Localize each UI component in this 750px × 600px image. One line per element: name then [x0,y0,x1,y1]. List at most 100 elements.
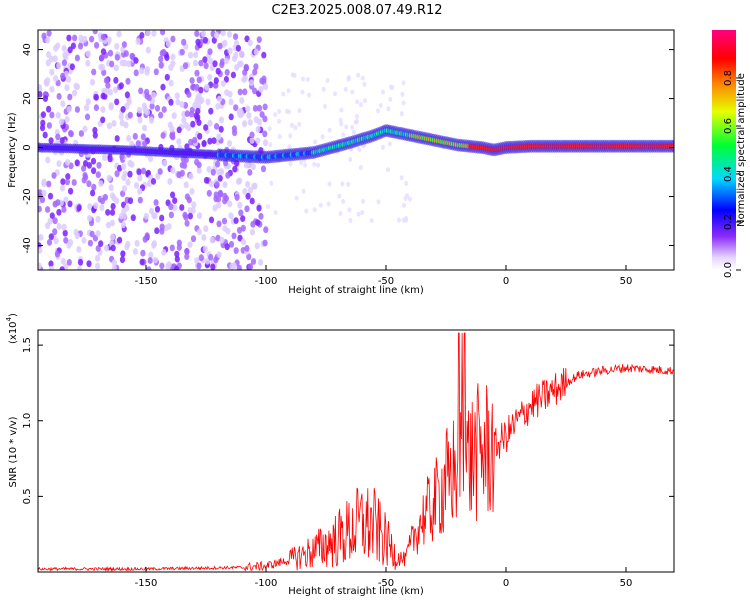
noise-point [48,260,54,268]
noise-point [203,124,209,131]
spectrogram-x-label: Height of straight line (km) [288,285,424,296]
noise-point [194,257,200,264]
noise-point [111,264,117,270]
noise-point [222,39,228,47]
noise-point [211,36,217,44]
noise-point [95,230,101,238]
noise-point [341,132,346,138]
noise-point [226,31,233,38]
noise-point [60,257,66,265]
noise-point [214,123,220,130]
noise-point [126,135,132,142]
noise-point [187,241,193,249]
noise-point [206,189,212,197]
noise-point [121,174,127,182]
noise-point [109,60,115,68]
noise-point [256,36,262,43]
noise-point [188,173,194,180]
noise-point [110,203,116,210]
noise-point [92,126,98,134]
noise-point [125,240,131,248]
noise-point [188,138,194,146]
noise-point [181,116,187,124]
noise-point [134,239,140,247]
noise-point [170,191,176,199]
noise-point [219,61,225,69]
noise-point [201,30,207,38]
noise-point [401,100,406,106]
noise-point [181,38,187,46]
noise-point [381,89,385,95]
noise-point [48,233,54,241]
noise-point [262,139,269,147]
noise-point [102,193,108,201]
noise-point [244,205,250,213]
noise-point [72,34,78,42]
colorbar-label: Normalized spectral amplitude [736,73,747,227]
noise-point [127,170,133,178]
noise-point [170,53,176,61]
noise-point [114,170,120,178]
noise-point [207,137,213,145]
snr-panel: -150 -100 -50 0 50 0.5 1.0 1.5 Height of strai… [5,313,675,597]
noise-point [184,143,190,151]
noise-point [183,121,189,129]
noise-point [39,196,46,204]
noise-point [213,77,219,84]
noise-point [196,262,202,270]
noise-point [183,213,189,221]
noise-point [61,223,67,231]
noise-point [103,77,109,84]
noise-point [196,228,202,236]
noise-point [263,226,269,234]
noise-point [135,38,141,45]
noise-point [91,183,97,191]
noise-point [123,50,129,57]
noise-point [66,259,72,266]
noise-point [106,174,112,182]
noise-point [147,257,153,264]
noise-point [253,48,259,56]
noise-point [170,35,176,43]
noise-point [252,105,258,112]
snr-multiplier-base: (x10 [8,321,19,344]
noise-point [87,239,93,247]
noise-point [215,234,221,242]
noise-point [233,51,239,59]
noise-point [233,104,239,111]
noise-point [221,217,228,225]
snr-frame [37,329,675,573]
noise-point [218,125,224,133]
noise-point [52,55,58,62]
noise-point [126,60,132,68]
noise-point [94,254,101,262]
noise-point [255,125,261,133]
noise-point [160,132,166,139]
noise-point [100,33,106,41]
noise-point [112,86,119,94]
noise-point [299,159,304,165]
noise-point [202,56,208,63]
noise-point [103,244,110,252]
noise-point [192,101,198,109]
noise-point [114,42,120,50]
x-tick-label: 0 [503,578,509,589]
noise-point [249,228,256,236]
noise-point [132,132,138,140]
noise-point [257,258,264,266]
noise-point [230,71,236,79]
noise-point [68,239,74,246]
noise-point [262,130,268,138]
noise-point [86,260,92,268]
noise-point [168,203,174,211]
noise-point [41,178,47,186]
noise-point [168,64,174,71]
noise-point [358,165,363,171]
noise-point [99,54,105,61]
noise-point [179,204,185,211]
noise-point [326,201,331,207]
noise-point [67,93,73,101]
noise-point [160,30,166,36]
noise-point [203,62,209,70]
noise-point [183,181,189,189]
